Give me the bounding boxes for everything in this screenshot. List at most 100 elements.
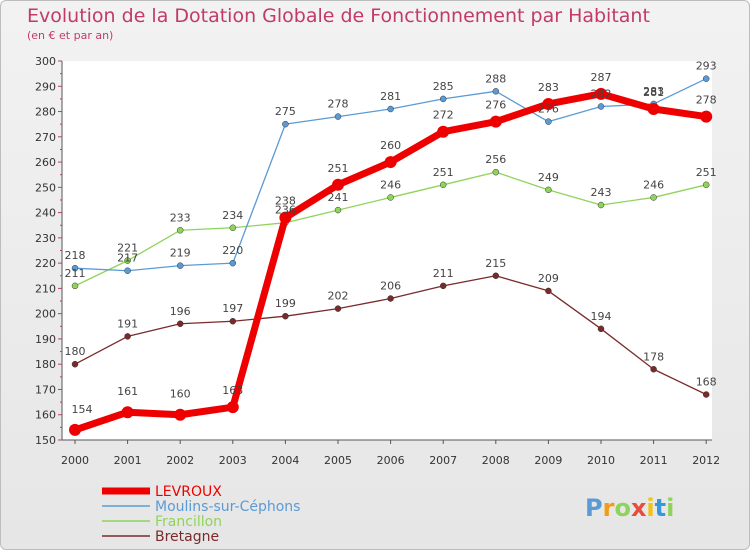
data-point-bretagne	[282, 312, 289, 320]
data-point-levroux	[384, 156, 397, 169]
data-point-bretagne	[176, 320, 184, 328]
y-tick-label: 290	[35, 80, 56, 93]
data-label-moulins-sur-c-phons: 281	[380, 90, 401, 103]
y-tick-label: 210	[35, 282, 56, 295]
data-point-levroux	[700, 110, 713, 123]
data-point-moulins-sur-c-phons	[492, 88, 500, 95]
data-label-francillon: 256	[485, 153, 506, 166]
data-label-francillon: 221	[117, 242, 138, 255]
x-tick-label: 2012	[692, 454, 720, 467]
data-point-bretagne	[229, 317, 237, 325]
data-label-moulins-sur-c-phons: 282	[591, 87, 612, 100]
data-point-bretagne	[650, 366, 657, 373]
y-tick-label: 250	[35, 181, 56, 194]
proxiti-logo: Proxiti	[585, 494, 674, 522]
y-tick-label: 270	[35, 131, 56, 144]
x-tick-label: 2011	[640, 454, 668, 467]
data-label-moulins-sur-c-phons: 217	[117, 252, 138, 265]
data-point-francillon	[650, 194, 657, 201]
data-label-bretagne: 191	[117, 317, 138, 330]
data-point-francillon	[229, 224, 237, 232]
data-label-levroux: 160	[170, 388, 191, 401]
y-tick-label: 200	[35, 308, 56, 321]
y-tick-label: 280	[35, 106, 56, 119]
data-label-levroux: 260	[380, 139, 401, 152]
x-tick-label: 2009	[534, 454, 562, 467]
data-label-levroux: 281	[643, 86, 664, 99]
data-label-levroux: 272	[433, 109, 454, 122]
data-point-moulins-sur-c-phons	[334, 113, 342, 120]
data-point-moulins-sur-c-phons	[124, 267, 131, 274]
data-point-francillon	[387, 194, 394, 201]
data-point-francillon	[439, 181, 447, 189]
data-label-moulins-sur-c-phons: 275	[275, 105, 296, 118]
data-label-bretagne: 196	[170, 305, 191, 318]
data-point-moulins-sur-c-phons	[439, 95, 447, 103]
y-tick-label: 220	[35, 257, 56, 270]
data-label-francillon: 233	[170, 211, 191, 224]
chart-subtitle: (en € et par an)	[27, 29, 114, 42]
data-label-francillon: 246	[380, 178, 401, 191]
data-label-bretagne: 180	[65, 345, 86, 358]
y-tick-label: 190	[35, 333, 56, 346]
data-point-levroux	[647, 103, 660, 116]
data-label-francillon: 243	[591, 186, 612, 199]
data-label-bretagne: 168	[696, 376, 717, 389]
data-label-bretagne: 178	[643, 350, 664, 363]
legend-label: Francillon	[155, 514, 222, 530]
x-tick-label: 2005	[324, 454, 352, 467]
data-point-bretagne	[597, 325, 605, 333]
data-label-moulins-sur-c-phons: 283	[643, 85, 664, 98]
data-point-bretagne	[334, 305, 342, 312]
y-tick-label: 260	[35, 156, 56, 169]
y-tick-label: 240	[35, 207, 56, 220]
data-label-bretagne: 197	[222, 302, 243, 315]
logo-letter: o	[614, 494, 631, 522]
data-point-moulins-sur-c-phons	[176, 262, 184, 269]
data-label-francillon: 236	[275, 204, 296, 217]
data-point-moulins-sur-c-phons	[387, 105, 394, 113]
y-tick-label: 230	[35, 232, 56, 245]
x-tick-label: 2000	[61, 454, 89, 467]
data-label-bretagne: 202	[328, 290, 349, 303]
x-tick-label: 2007	[429, 454, 457, 467]
data-point-levroux	[332, 178, 344, 191]
data-label-moulins-sur-c-phons: 220	[222, 244, 243, 257]
legend-label: LEVROUX	[155, 484, 222, 500]
data-label-levroux: 251	[328, 162, 349, 175]
data-label-bretagne: 199	[275, 297, 296, 310]
data-label-moulins-sur-c-phons: 278	[328, 98, 349, 111]
data-label-bretagne: 215	[485, 257, 506, 270]
data-label-bretagne: 206	[380, 280, 401, 293]
logo-letter: x	[631, 494, 647, 522]
data-label-levroux: 276	[485, 99, 506, 112]
data-point-moulins-sur-c-phons	[282, 120, 289, 128]
data-label-moulins-sur-c-phons: 285	[433, 80, 454, 93]
data-label-levroux: 283	[538, 81, 559, 94]
data-point-francillon	[702, 181, 710, 189]
data-point-bretagne	[124, 333, 131, 340]
x-tick-label: 2008	[482, 454, 510, 467]
data-point-bretagne	[387, 295, 394, 302]
data-label-francillon: 234	[222, 209, 243, 222]
data-label-francillon: 249	[538, 171, 559, 184]
data-point-levroux	[542, 97, 555, 110]
x-tick-label: 2002	[166, 454, 194, 467]
x-tick-label: 2003	[219, 454, 247, 467]
data-point-francillon	[71, 282, 79, 290]
data-point-moulins-sur-c-phons	[229, 259, 237, 267]
data-point-bretagne	[545, 287, 552, 295]
legend-label: Bretagne	[155, 529, 219, 545]
data-point-francillon	[124, 257, 131, 264]
data-label-bretagne: 211	[433, 267, 454, 280]
data-point-levroux	[489, 115, 502, 128]
logo-letter: i	[666, 494, 674, 522]
data-point-bretagne	[439, 282, 447, 290]
plot-area	[62, 61, 712, 440]
data-label-bretagne: 194	[591, 310, 612, 323]
data-label-levroux: 238	[275, 195, 296, 208]
data-point-levroux	[279, 211, 292, 224]
y-tick-label: 300	[35, 55, 56, 68]
data-label-moulins-sur-c-phons: 218	[65, 249, 86, 262]
